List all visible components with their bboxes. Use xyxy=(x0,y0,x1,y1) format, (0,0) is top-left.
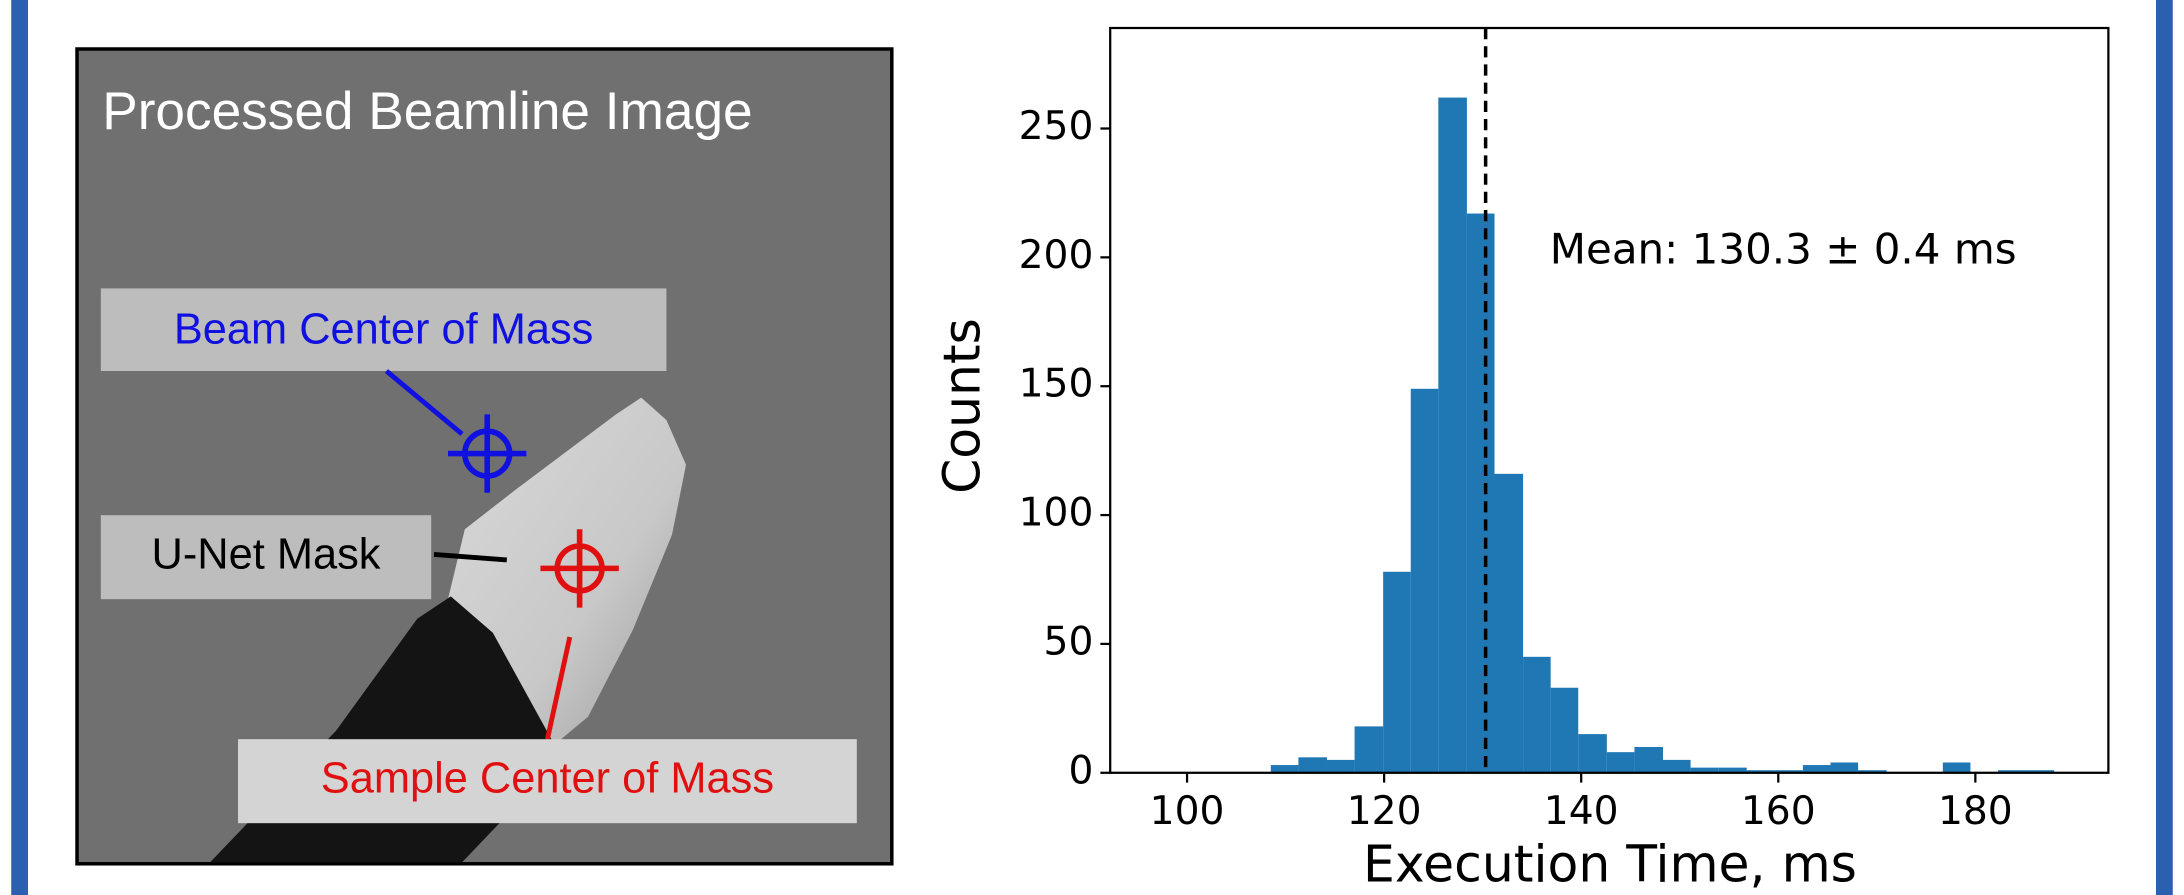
y-tick-label: 150 xyxy=(1019,362,1094,407)
border-left xyxy=(11,0,28,895)
x-tick-label: 160 xyxy=(1741,789,1816,834)
bar xyxy=(1943,762,1971,772)
bar xyxy=(1551,688,1579,773)
beam-label: Beam Center of Mass xyxy=(174,305,593,353)
border-right xyxy=(2156,0,2173,895)
bar xyxy=(1298,757,1327,772)
bar xyxy=(1383,572,1411,773)
bar xyxy=(1494,474,1523,773)
y-tick-label: 0 xyxy=(1068,748,1093,793)
bar xyxy=(1411,389,1439,773)
bar xyxy=(1831,762,1859,772)
sample-label: Sample Center of Mass xyxy=(321,755,774,803)
y-tick-label: 50 xyxy=(1044,619,1094,664)
bar xyxy=(1355,726,1384,772)
bar xyxy=(1271,765,1299,773)
annotation: Mean: 130.3 ± 0.4 ms xyxy=(1550,224,2017,273)
bar xyxy=(1663,760,1691,773)
y-tick-label: 200 xyxy=(1019,233,1094,278)
x-tick-label: 180 xyxy=(1938,789,2013,834)
x-tick-label: 120 xyxy=(1347,789,1422,834)
bar xyxy=(1467,214,1495,773)
x-axis-label: Execution Time, ms xyxy=(1363,834,1857,893)
x-tick-label: 100 xyxy=(1150,789,1225,834)
bar xyxy=(1327,760,1355,773)
image-panel: Processed Beamline Image Beam Center of … xyxy=(77,49,892,864)
y-axis-label: Counts xyxy=(933,318,992,494)
image-title: Processed Beamline Image xyxy=(102,82,752,141)
y-tick-label: 250 xyxy=(1019,104,1094,149)
x-tick-label: 140 xyxy=(1544,789,1619,834)
bar xyxy=(1438,98,1467,773)
mask-label: U-Net Mask xyxy=(152,531,381,579)
figure: Processed Beamline Image Beam Center of … xyxy=(0,0,2184,895)
bar xyxy=(1523,657,1551,773)
bar xyxy=(1578,734,1607,773)
bar xyxy=(1634,747,1663,773)
bar xyxy=(1803,765,1831,773)
bar xyxy=(1607,752,1635,773)
y-tick-label: 100 xyxy=(1019,491,1094,536)
